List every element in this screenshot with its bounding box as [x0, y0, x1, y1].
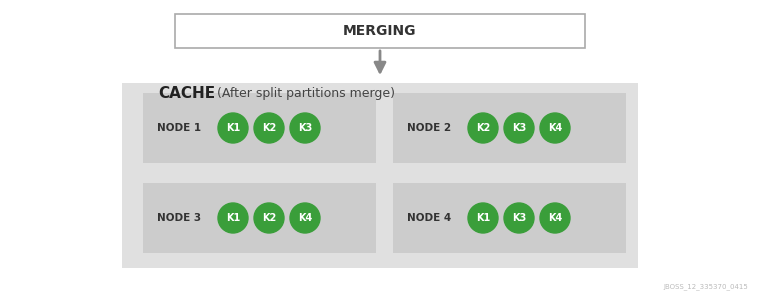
Text: K3: K3	[298, 123, 312, 133]
Text: K2: K2	[262, 213, 276, 223]
Text: K2: K2	[262, 123, 276, 133]
Text: NODE 3: NODE 3	[157, 213, 201, 223]
Circle shape	[468, 113, 498, 143]
Text: K2: K2	[476, 123, 490, 133]
Circle shape	[254, 203, 284, 233]
FancyBboxPatch shape	[143, 93, 376, 163]
Text: MERGING: MERGING	[344, 24, 416, 38]
Text: NODE 4: NODE 4	[407, 213, 451, 223]
Text: K1: K1	[476, 213, 490, 223]
Text: JBOSS_12_335370_0415: JBOSS_12_335370_0415	[663, 283, 748, 290]
Circle shape	[218, 113, 248, 143]
Text: K3: K3	[512, 123, 526, 133]
Text: CACHE: CACHE	[158, 86, 215, 102]
FancyBboxPatch shape	[175, 14, 585, 48]
Text: NODE 2: NODE 2	[407, 123, 451, 133]
FancyBboxPatch shape	[393, 93, 626, 163]
Text: K1: K1	[226, 123, 240, 133]
Circle shape	[218, 203, 248, 233]
FancyBboxPatch shape	[393, 183, 626, 253]
Text: K3: K3	[512, 213, 526, 223]
FancyBboxPatch shape	[143, 183, 376, 253]
Text: K4: K4	[298, 213, 312, 223]
Text: NODE 1: NODE 1	[157, 123, 201, 133]
Circle shape	[290, 113, 320, 143]
FancyBboxPatch shape	[122, 83, 638, 268]
Circle shape	[540, 203, 570, 233]
Circle shape	[468, 203, 498, 233]
Text: (After split partitions merge): (After split partitions merge)	[213, 88, 395, 100]
Text: K4: K4	[548, 213, 562, 223]
Circle shape	[290, 203, 320, 233]
Circle shape	[540, 113, 570, 143]
Circle shape	[504, 203, 534, 233]
Text: K1: K1	[226, 213, 240, 223]
Circle shape	[504, 113, 534, 143]
Circle shape	[254, 113, 284, 143]
Text: K4: K4	[548, 123, 562, 133]
